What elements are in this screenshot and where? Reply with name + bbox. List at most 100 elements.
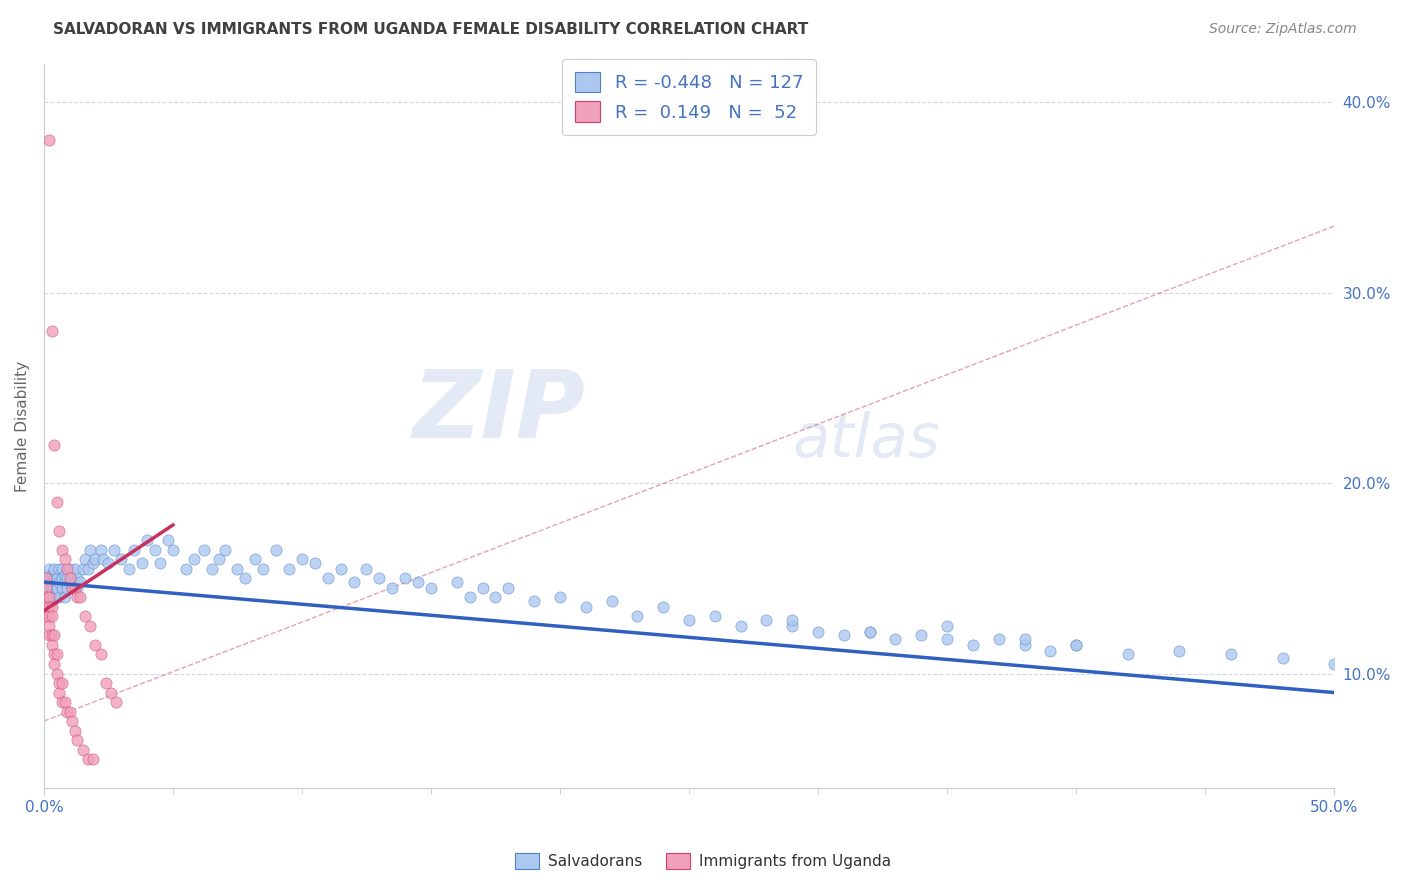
Point — [35, 599, 58, 614]
Point — [626, 609, 648, 624]
Point — [51, 581, 73, 595]
Point — [41, 599, 63, 614]
Point — [755, 613, 778, 627]
Point — [90, 648, 112, 662]
Point — [48, 591, 70, 605]
Point — [66, 571, 89, 585]
Point — [35, 567, 58, 582]
Point — [63, 575, 86, 590]
Point — [69, 575, 91, 590]
Point — [1064, 638, 1087, 652]
Point — [304, 556, 326, 570]
Point — [884, 632, 907, 647]
Point — [72, 562, 94, 576]
Point — [394, 571, 416, 585]
Point — [245, 552, 267, 566]
Point — [59, 571, 82, 585]
Point — [60, 571, 83, 585]
Point — [44, 628, 66, 642]
Point — [44, 657, 66, 671]
Point — [987, 632, 1010, 647]
Point — [53, 695, 76, 709]
Point — [84, 638, 107, 652]
Point — [41, 594, 63, 608]
Point — [807, 624, 830, 639]
Point — [38, 599, 60, 614]
Point — [1014, 638, 1036, 652]
Point — [60, 581, 83, 595]
Point — [45, 495, 67, 509]
Point — [936, 619, 959, 633]
Point — [1323, 657, 1346, 671]
Point — [730, 619, 752, 633]
Point — [35, 591, 58, 605]
Point — [51, 542, 73, 557]
Point — [53, 591, 76, 605]
Point — [79, 619, 101, 633]
Point — [38, 586, 60, 600]
Point — [59, 705, 82, 719]
Point — [44, 562, 66, 576]
Point — [936, 632, 959, 647]
Point — [82, 752, 104, 766]
Point — [183, 552, 205, 566]
Point — [910, 628, 932, 642]
Point — [316, 571, 339, 585]
Point — [35, 575, 58, 590]
Point — [962, 638, 984, 652]
Point — [48, 524, 70, 538]
Point — [678, 613, 700, 627]
Point — [575, 599, 598, 614]
Point — [780, 619, 803, 633]
Point — [859, 624, 882, 639]
Point — [56, 562, 79, 576]
Point — [174, 562, 197, 576]
Point — [38, 562, 60, 576]
Point — [523, 594, 546, 608]
Point — [446, 575, 468, 590]
Point — [832, 628, 855, 642]
Point — [56, 705, 79, 719]
Point — [51, 676, 73, 690]
Point — [60, 581, 83, 595]
Point — [48, 575, 70, 590]
Point — [82, 556, 104, 570]
Point — [45, 648, 67, 662]
Point — [103, 542, 125, 557]
Point — [162, 542, 184, 557]
Point — [44, 581, 66, 595]
Text: ZIP: ZIP — [413, 366, 586, 458]
Point — [38, 609, 60, 624]
Point — [100, 685, 122, 699]
Point — [45, 571, 67, 585]
Point — [72, 742, 94, 756]
Point — [105, 695, 128, 709]
Point — [51, 695, 73, 709]
Point — [44, 591, 66, 605]
Point — [406, 575, 429, 590]
Point — [45, 581, 67, 595]
Point — [35, 581, 58, 595]
Point — [38, 133, 60, 147]
Point — [59, 575, 82, 590]
Point — [53, 567, 76, 582]
Point — [45, 575, 67, 590]
Point — [76, 752, 98, 766]
Point — [44, 438, 66, 452]
Point — [329, 562, 352, 576]
Point — [131, 556, 153, 570]
Point — [66, 591, 89, 605]
Point — [41, 567, 63, 582]
Point — [51, 562, 73, 576]
Point — [63, 723, 86, 738]
Point — [53, 552, 76, 566]
Point — [41, 638, 63, 652]
Point — [35, 581, 58, 595]
Point — [859, 624, 882, 639]
Point — [38, 591, 60, 605]
Point — [356, 562, 378, 576]
Legend: Salvadorans, Immigrants from Uganda: Salvadorans, Immigrants from Uganda — [509, 847, 897, 875]
Point — [1116, 648, 1139, 662]
Legend: R = -0.448   N = 127, R =  0.149   N =  52: R = -0.448 N = 127, R = 0.149 N = 52 — [562, 59, 815, 135]
Point — [703, 609, 725, 624]
